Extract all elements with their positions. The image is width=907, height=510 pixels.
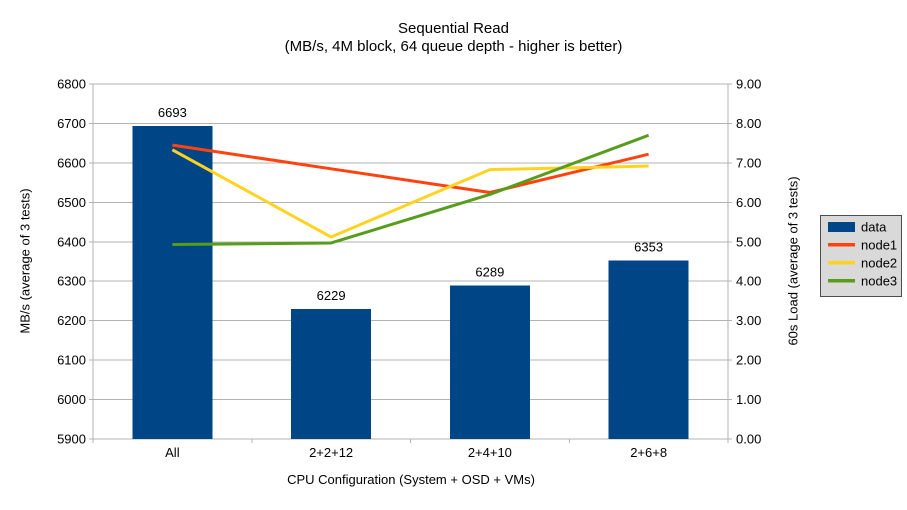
bar-data-label: 6289: [475, 265, 504, 280]
left-axis-tick-label: 5900: [57, 432, 86, 447]
line-node1: [172, 143, 649, 194]
left-axis-tick-label: 6500: [57, 195, 86, 210]
left-axis-tick-label: 6600: [57, 155, 86, 170]
left-axis-tick-label: 6100: [57, 353, 86, 368]
legend-label-node2: node2: [861, 256, 897, 271]
right-axis-tick-label: 3.00: [736, 313, 761, 328]
bar-2+2+12: [291, 309, 372, 439]
left-axis-tick-label: 6000: [57, 392, 86, 407]
bar-data-label: 6353: [634, 239, 663, 254]
bar-data-label: 6693: [158, 105, 187, 120]
legend-swatch-node2: [828, 261, 855, 265]
legend-swatch-node3: [828, 279, 855, 283]
right-axis-tick-label: 8.00: [736, 116, 761, 131]
category-label: 2+2+12: [309, 445, 353, 460]
left-axis-tick-label: 6800: [57, 77, 86, 92]
legend-swatch-node1: [828, 243, 855, 247]
right-axis-tick-label: 1.00: [736, 392, 761, 407]
left-axis-tick-label: 6200: [57, 313, 86, 328]
right-axis-tick-label: 4.00: [736, 274, 761, 289]
chart-title: Sequential Read: [398, 20, 509, 37]
right-axis-tick-label: 0.00: [736, 432, 761, 447]
x-axis-title: CPU Configuration (System + OSD + VMs): [287, 472, 535, 487]
bar-2+6+8: [608, 260, 689, 439]
right-axis-tick-label: 6.00: [736, 195, 761, 210]
legend-label-node3: node3: [861, 274, 897, 289]
right-axis-tick-label: 2.00: [736, 353, 761, 368]
left-axis-tick-label: 6700: [57, 116, 86, 131]
bar-2+4+10: [449, 285, 530, 439]
left-axis-tick-label: 6300: [57, 274, 86, 289]
line-node3: [172, 133, 650, 247]
left-axis-tick-label: 6400: [57, 234, 86, 249]
bar-All: [132, 126, 213, 439]
legend-label-node1: node1: [861, 238, 897, 253]
category-label: All: [165, 445, 180, 460]
right-axis-tick-label: 7.00: [736, 155, 761, 170]
legend-swatch-data: [828, 222, 855, 232]
right-axis-tick-label: 9.00: [736, 77, 761, 92]
legend-label-data: data: [861, 220, 887, 235]
right-axis-tick-label: 5.00: [736, 234, 761, 249]
category-label: 2+6+8: [630, 445, 667, 460]
bar-data-label: 6229: [317, 288, 346, 303]
chart-subtitle: (MB/s, 4M block, 64 queue depth - higher…: [284, 38, 623, 55]
line-node2: [171, 148, 649, 239]
category-label: 2+4+10: [468, 445, 512, 460]
